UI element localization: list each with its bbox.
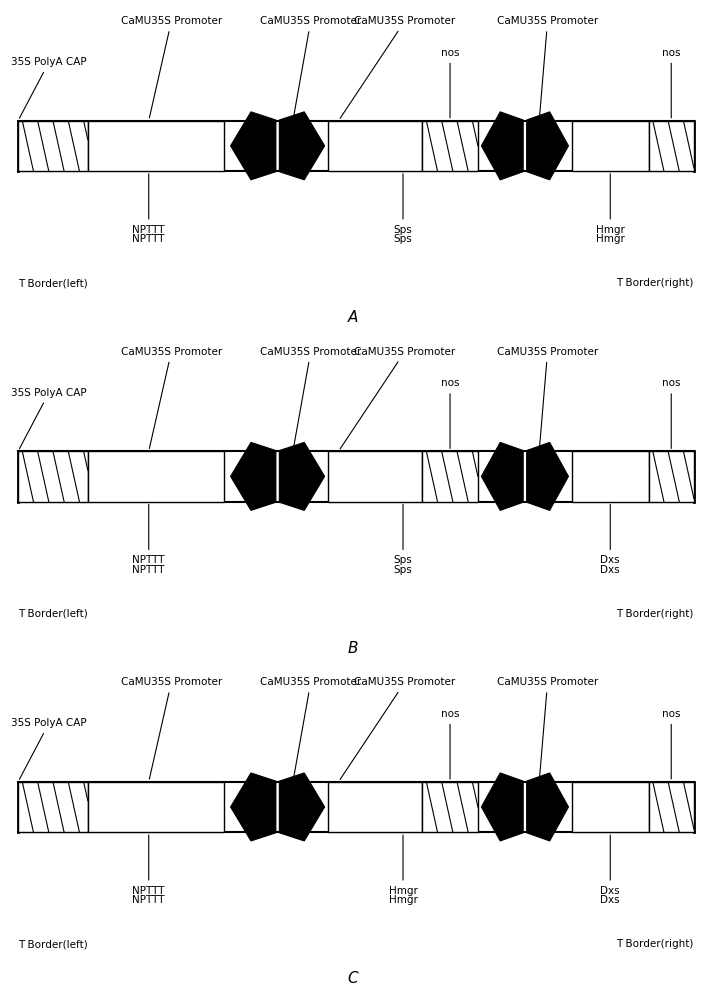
Text: nos: nos	[441, 48, 459, 118]
Text: Sps: Sps	[393, 504, 412, 565]
Text: 35S PolyA CAP: 35S PolyA CAP	[11, 718, 87, 779]
Text: CaMU35S Promoter: CaMU35S Promoter	[121, 16, 222, 118]
Text: Hmgr: Hmgr	[596, 174, 625, 235]
Text: Hmgr: Hmgr	[388, 835, 417, 896]
Polygon shape	[482, 773, 523, 841]
Polygon shape	[279, 112, 324, 180]
Text: Dxs: Dxs	[601, 565, 620, 575]
Polygon shape	[231, 442, 276, 510]
Bar	[572, 121, 649, 171]
Text: T Border(right): T Border(right)	[616, 609, 694, 619]
Text: B: B	[348, 641, 357, 656]
Bar	[328, 121, 422, 171]
Polygon shape	[527, 773, 568, 841]
Text: C: C	[347, 971, 358, 986]
Text: CaMU35S Promoter: CaMU35S Promoter	[340, 16, 455, 118]
Text: CaMU35S Promoter: CaMU35S Promoter	[497, 16, 598, 118]
Text: NPTTT: NPTTT	[133, 234, 165, 244]
Text: NPTTT: NPTTT	[133, 895, 165, 905]
Text: nos: nos	[662, 709, 680, 779]
Text: nos: nos	[662, 48, 680, 118]
Polygon shape	[231, 112, 276, 180]
Text: Sps: Sps	[393, 174, 412, 235]
Text: T Border(right): T Border(right)	[616, 939, 694, 949]
Bar	[87, 121, 223, 171]
Bar	[422, 451, 478, 502]
Bar	[572, 782, 649, 832]
Text: Sps: Sps	[393, 565, 412, 575]
Text: nos: nos	[441, 378, 459, 448]
Text: T Border(left): T Border(left)	[18, 939, 88, 949]
Bar	[87, 451, 223, 502]
Text: nos: nos	[662, 378, 680, 448]
Bar	[572, 451, 649, 502]
Text: CaMU35S Promoter: CaMU35S Promoter	[340, 347, 455, 449]
Text: CaMU35S Promoter: CaMU35S Promoter	[260, 16, 362, 118]
Polygon shape	[527, 112, 568, 180]
Polygon shape	[527, 442, 568, 510]
Bar	[328, 451, 422, 502]
Text: CaMU35S Promoter: CaMU35S Promoter	[121, 347, 222, 448]
Text: T Border(left): T Border(left)	[18, 609, 88, 619]
Text: T Border(left): T Border(left)	[18, 278, 88, 288]
Text: NPTTT: NPTTT	[133, 565, 165, 575]
Text: CaMU35S Promoter: CaMU35S Promoter	[340, 677, 455, 779]
Bar	[422, 121, 478, 171]
Bar	[18, 451, 87, 502]
Polygon shape	[279, 442, 324, 510]
Text: CaMU35S Promoter: CaMU35S Promoter	[121, 677, 222, 779]
Text: Dxs: Dxs	[601, 835, 620, 896]
Bar	[649, 782, 694, 832]
Bar	[422, 782, 478, 832]
Text: nos: nos	[441, 709, 459, 779]
Text: Hmgr: Hmgr	[596, 234, 625, 244]
Text: NPTTT: NPTTT	[133, 174, 165, 235]
Text: NPTTT: NPTTT	[133, 504, 165, 565]
Text: Sps: Sps	[393, 234, 412, 244]
Bar	[18, 782, 87, 832]
Bar	[18, 121, 87, 171]
Text: 35S PolyA CAP: 35S PolyA CAP	[11, 57, 87, 118]
Text: CaMU35S Promoter: CaMU35S Promoter	[260, 347, 362, 448]
Bar	[328, 782, 422, 832]
Text: NPTTT: NPTTT	[133, 835, 165, 896]
Text: CaMU35S Promoter: CaMU35S Promoter	[260, 677, 362, 779]
Text: T Border(right): T Border(right)	[616, 278, 694, 288]
Text: CaMU35S Promoter: CaMU35S Promoter	[497, 677, 598, 779]
Text: A: A	[348, 310, 357, 325]
Bar	[649, 121, 694, 171]
Polygon shape	[482, 442, 523, 510]
Text: CaMU35S Promoter: CaMU35S Promoter	[497, 347, 598, 448]
Text: Hmgr: Hmgr	[388, 895, 417, 905]
Text: Dxs: Dxs	[601, 504, 620, 565]
Polygon shape	[482, 112, 523, 180]
Text: 35S PolyA CAP: 35S PolyA CAP	[11, 388, 87, 449]
Text: Dxs: Dxs	[601, 895, 620, 905]
Bar	[649, 451, 694, 502]
Polygon shape	[231, 773, 276, 841]
Polygon shape	[279, 773, 324, 841]
Bar	[87, 782, 223, 832]
